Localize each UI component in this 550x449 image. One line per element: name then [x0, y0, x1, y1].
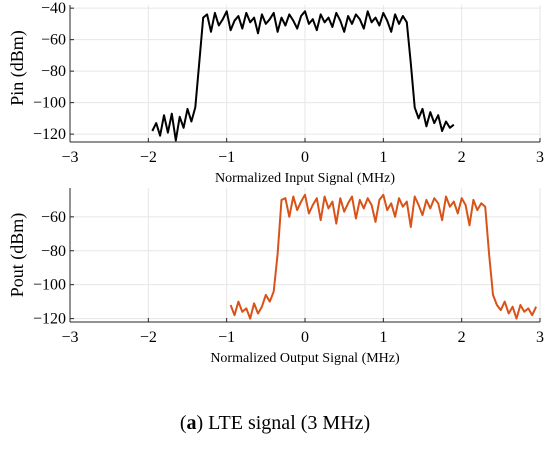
y-tick-label: −80 [41, 63, 66, 80]
y-axis-label: Pin (dBm) [7, 30, 28, 106]
x-axis-label: Normalized Input Signal (MHz) [215, 171, 395, 186]
x-tick-label: 2 [458, 149, 466, 166]
y-tick-label: −100 [33, 277, 66, 294]
y-tick-label: −120 [33, 311, 66, 328]
x-tick-label: −2 [140, 149, 157, 166]
x-tick-label: 3 [536, 149, 544, 166]
caption-text: LTE signal (3 MHz) [208, 412, 371, 434]
caption-label: a [186, 412, 197, 434]
series-line-0 [151, 10, 455, 142]
x-tick-label: 0 [301, 149, 309, 166]
x-tick-label: 2 [458, 329, 466, 346]
x-tick-label: −1 [218, 149, 235, 166]
x-tick-label: 3 [536, 329, 544, 346]
y-axis-label: Pout (dBm) [7, 213, 28, 298]
x-tick-label: −3 [61, 329, 78, 346]
x-tick-label: −3 [61, 149, 78, 166]
x-tick-label: −2 [140, 329, 157, 346]
y-tick-label: −60 [41, 32, 66, 49]
y-tick-label: −60 [41, 209, 66, 226]
y-tick-label: −100 [33, 95, 66, 112]
output-spectrum-panel: −3 −2 −1 0 1 2 3 −60 −80 −100 −120 Normalized Outpu… [7, 188, 544, 366]
series-line-0 [229, 193, 538, 320]
x-tick-label: −1 [218, 329, 235, 346]
x-tick-label: 0 [301, 329, 309, 346]
x-tick-label: 1 [379, 149, 387, 166]
figure-caption: (a) LTE signal (3 MHz) [179, 412, 371, 434]
input-spectrum-panel: −3 −2 −1 0 1 2 3 −40 −60 −80 −100 −120 Normalized In… [7, 0, 544, 186]
x-tick-label: 1 [379, 329, 387, 346]
y-tick-label: −40 [41, 0, 66, 17]
y-tick-label: −120 [33, 126, 66, 143]
x-axis-label: Normalized Output Signal (MHz) [210, 351, 400, 366]
y-tick-label: −80 [41, 243, 66, 260]
